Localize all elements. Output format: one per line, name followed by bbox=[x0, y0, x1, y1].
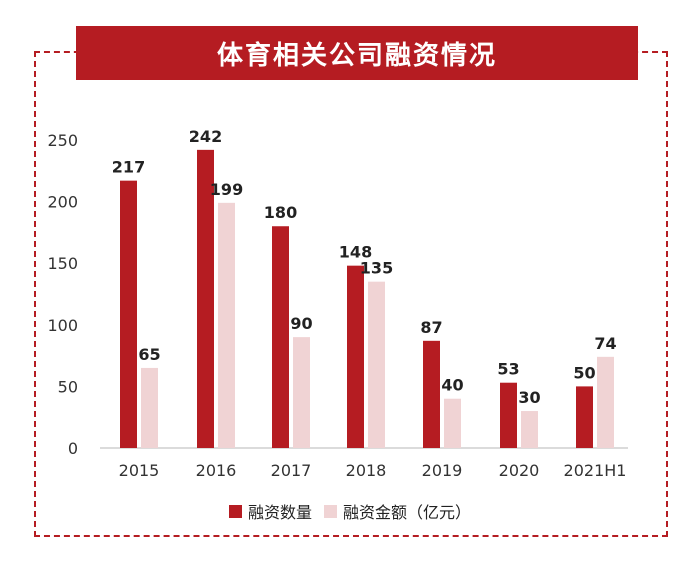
y-tick-label: 0 bbox=[68, 439, 78, 458]
data-label-count-2016: 242 bbox=[189, 127, 222, 146]
data-label-count-2015: 217 bbox=[112, 158, 145, 177]
legend-swatch-amount bbox=[324, 504, 337, 518]
y-tick-label: 50 bbox=[58, 377, 78, 396]
data-label-count-2020: 53 bbox=[497, 360, 519, 379]
chart-title: 体育相关公司融资情况 bbox=[76, 26, 638, 80]
bar-amount-2017 bbox=[293, 337, 310, 448]
bar-count-2016 bbox=[197, 149, 214, 448]
data-label-count-2021H1: 50 bbox=[573, 363, 595, 382]
x-tick-label: 2021H1 bbox=[564, 461, 627, 480]
data-label-amount-2017: 90 bbox=[290, 314, 312, 333]
bar-count-2020 bbox=[500, 382, 517, 448]
bar-count-2015 bbox=[120, 180, 137, 448]
bar-amount-2020 bbox=[521, 411, 538, 448]
legend-swatch-count bbox=[228, 504, 242, 518]
data-label-amount-2015: 65 bbox=[138, 345, 160, 364]
bar-count-2017 bbox=[272, 226, 289, 448]
y-tick-label: 250 bbox=[47, 131, 78, 150]
legend-label-amount: 融资金额（亿元） bbox=[343, 503, 472, 522]
x-tick-label: 2019 bbox=[422, 461, 463, 480]
data-label-amount-2019: 40 bbox=[441, 376, 463, 395]
bar-amount-2015 bbox=[141, 367, 158, 448]
legend-label-count: 融资数量 bbox=[247, 503, 312, 522]
y-tick-label: 150 bbox=[47, 254, 78, 273]
legend: 融资数量 融资金额（亿元） bbox=[0, 499, 700, 523]
bar-count-2018 bbox=[347, 265, 364, 448]
x-tick-label: 2020 bbox=[499, 461, 540, 480]
data-label-count-2018: 148 bbox=[339, 243, 372, 262]
bar-count-2019 bbox=[423, 340, 440, 448]
bar-count-2021H1 bbox=[576, 386, 593, 448]
data-label-amount-2021H1: 74 bbox=[594, 334, 616, 353]
data-label-amount-2016: 199 bbox=[210, 180, 243, 199]
bar-amount-2018 bbox=[368, 281, 385, 448]
data-label-amount-2018: 135 bbox=[360, 259, 393, 278]
x-tick-label: 2017 bbox=[271, 461, 312, 480]
y-tick-label: 100 bbox=[47, 316, 78, 335]
legend-item-amount: 融资金额（亿元） bbox=[324, 499, 471, 523]
data-label-count-2019: 87 bbox=[420, 318, 442, 337]
y-tick-label: 200 bbox=[47, 193, 78, 212]
data-label-amount-2020: 30 bbox=[518, 388, 540, 407]
x-tick-label: 2015 bbox=[119, 461, 160, 480]
x-tick-label: 2018 bbox=[346, 461, 387, 480]
bar-amount-2016 bbox=[218, 202, 235, 448]
legend-item-count: 融资数量 bbox=[228, 499, 312, 523]
data-label-count-2017: 180 bbox=[264, 203, 297, 222]
bar-amount-2021H1 bbox=[597, 356, 614, 448]
x-tick-label: 2016 bbox=[196, 461, 237, 480]
bar-amount-2019 bbox=[444, 398, 461, 448]
